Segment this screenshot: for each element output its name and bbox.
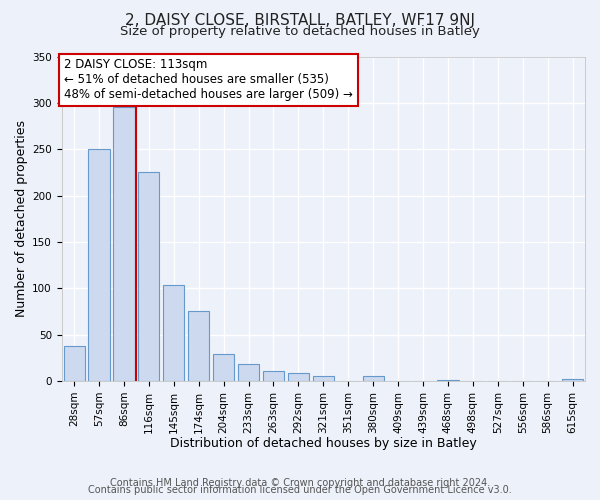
Text: Size of property relative to detached houses in Batley: Size of property relative to detached ho… xyxy=(120,25,480,38)
Bar xyxy=(437,380,458,381)
Text: 2 DAISY CLOSE: 113sqm
← 51% of detached houses are smaller (535)
48% of semi-det: 2 DAISY CLOSE: 113sqm ← 51% of detached … xyxy=(64,58,353,102)
Bar xyxy=(238,364,259,381)
Bar xyxy=(88,149,110,381)
Bar xyxy=(263,371,284,381)
X-axis label: Distribution of detached houses by size in Batley: Distribution of detached houses by size … xyxy=(170,437,476,450)
Bar xyxy=(313,376,334,381)
Bar xyxy=(562,379,583,381)
Text: Contains HM Land Registry data © Crown copyright and database right 2024.: Contains HM Land Registry data © Crown c… xyxy=(110,478,490,488)
Bar xyxy=(113,108,134,381)
Bar xyxy=(213,354,234,381)
Bar xyxy=(288,372,309,381)
Text: 2, DAISY CLOSE, BIRSTALL, BATLEY, WF17 9NJ: 2, DAISY CLOSE, BIRSTALL, BATLEY, WF17 9… xyxy=(125,12,475,28)
Bar xyxy=(188,310,209,381)
Text: Contains public sector information licensed under the Open Government Licence v3: Contains public sector information licen… xyxy=(88,485,512,495)
Bar xyxy=(362,376,384,381)
Y-axis label: Number of detached properties: Number of detached properties xyxy=(15,120,28,317)
Bar xyxy=(163,284,184,381)
Bar xyxy=(138,172,160,381)
Bar xyxy=(64,346,85,381)
